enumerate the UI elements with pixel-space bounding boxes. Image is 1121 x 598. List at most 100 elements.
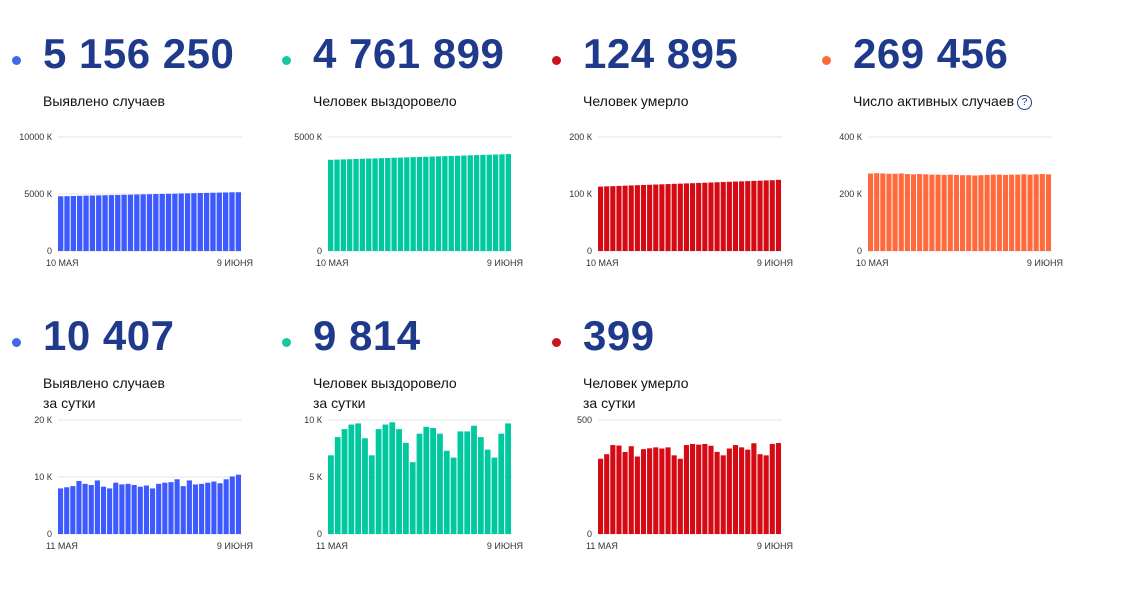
bar[interactable] <box>70 486 76 534</box>
bar[interactable] <box>368 455 375 534</box>
bar[interactable] <box>382 424 389 534</box>
bar[interactable] <box>125 483 131 534</box>
bar[interactable] <box>467 155 473 251</box>
bar[interactable] <box>769 180 775 251</box>
bar[interactable] <box>696 444 702 534</box>
bar[interactable] <box>714 451 720 534</box>
bar[interactable] <box>610 186 616 251</box>
bar[interactable] <box>505 154 511 251</box>
bar[interactable] <box>923 174 929 251</box>
bar[interactable] <box>64 196 70 251</box>
bar[interactable] <box>76 480 82 534</box>
bar[interactable] <box>720 182 726 251</box>
bar[interactable] <box>107 488 113 534</box>
bar[interactable] <box>1027 174 1033 251</box>
bar[interactable] <box>708 445 714 534</box>
bar[interactable] <box>757 180 763 251</box>
bar[interactable] <box>115 194 121 251</box>
bar[interactable] <box>1002 174 1009 251</box>
bar[interactable] <box>622 185 628 251</box>
bar[interactable] <box>745 449 751 534</box>
bar[interactable] <box>168 482 174 534</box>
bar[interactable] <box>235 474 241 534</box>
bar[interactable] <box>874 173 880 251</box>
bar[interactable] <box>978 175 984 251</box>
bar[interactable] <box>229 192 235 251</box>
bar[interactable] <box>739 447 745 534</box>
bar[interactable] <box>671 455 677 534</box>
bar[interactable] <box>178 193 184 251</box>
bar[interactable] <box>235 192 241 251</box>
bar[interactable] <box>696 182 702 251</box>
bar[interactable] <box>659 448 665 535</box>
bar[interactable] <box>348 424 355 534</box>
bar[interactable] <box>416 156 423 251</box>
bar[interactable] <box>653 447 659 534</box>
bar[interactable] <box>634 456 640 534</box>
bar[interactable] <box>763 455 769 534</box>
bar[interactable] <box>153 194 159 251</box>
bar[interactable] <box>108 195 115 251</box>
bar[interactable] <box>616 185 622 251</box>
bar[interactable] <box>437 433 443 534</box>
bar[interactable] <box>690 443 696 534</box>
bar[interactable] <box>653 184 659 251</box>
bar[interactable] <box>880 173 886 251</box>
bar[interactable] <box>868 173 874 251</box>
bar[interactable] <box>471 425 477 534</box>
bar[interactable] <box>222 192 229 251</box>
bar[interactable] <box>385 157 391 251</box>
bar[interactable] <box>199 483 205 534</box>
bar[interactable] <box>640 449 647 534</box>
bar[interactable] <box>775 443 781 534</box>
bar[interactable] <box>162 482 168 534</box>
bar[interactable] <box>598 186 604 251</box>
bar[interactable] <box>498 433 505 534</box>
bar[interactable] <box>745 181 751 251</box>
bar[interactable] <box>996 174 1002 251</box>
bar[interactable] <box>216 192 222 251</box>
bar[interactable] <box>640 184 647 251</box>
bar[interactable] <box>677 458 683 534</box>
bar[interactable] <box>935 174 941 251</box>
bar[interactable] <box>229 476 235 534</box>
bar[interactable] <box>180 486 186 534</box>
bar[interactable] <box>402 442 409 534</box>
bar[interactable] <box>886 173 892 251</box>
bar[interactable] <box>121 194 127 251</box>
bar[interactable] <box>491 457 498 534</box>
bar[interactable] <box>423 156 429 251</box>
bar[interactable] <box>192 484 199 534</box>
bar[interactable] <box>751 180 757 251</box>
bar[interactable] <box>690 183 696 251</box>
bar[interactable] <box>1045 174 1051 251</box>
bar[interactable] <box>165 193 172 251</box>
bar[interactable] <box>119 484 125 534</box>
bar[interactable] <box>757 454 763 534</box>
bar[interactable] <box>732 181 739 251</box>
bar[interactable] <box>628 185 634 251</box>
bar[interactable] <box>480 154 486 251</box>
bar[interactable] <box>904 174 910 251</box>
bar[interactable] <box>473 155 480 251</box>
bar[interactable] <box>917 174 923 251</box>
bar[interactable] <box>610 445 616 534</box>
bar[interactable] <box>1033 174 1039 251</box>
bar[interactable] <box>88 484 94 534</box>
bar[interactable] <box>113 482 119 534</box>
bar[interactable] <box>397 157 404 251</box>
bar[interactable] <box>677 183 683 251</box>
bar[interactable] <box>505 423 511 534</box>
bar[interactable] <box>499 154 505 251</box>
bar[interactable] <box>210 192 216 251</box>
bar[interactable] <box>628 446 634 534</box>
bar[interactable] <box>77 195 83 251</box>
bar[interactable] <box>359 158 366 251</box>
bar[interactable] <box>1009 174 1015 251</box>
bar[interactable] <box>775 179 781 251</box>
bar[interactable] <box>334 437 341 534</box>
bar[interactable] <box>366 158 372 251</box>
bar[interactable] <box>622 451 628 534</box>
bar[interactable] <box>70 196 77 251</box>
bar[interactable] <box>355 423 362 534</box>
